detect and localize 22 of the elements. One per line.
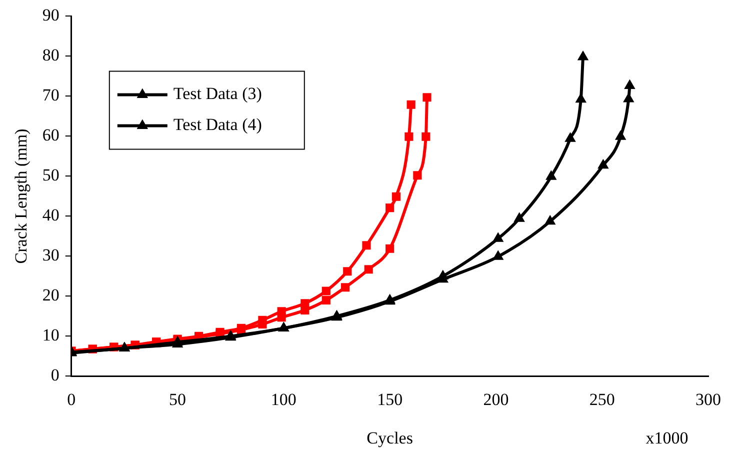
text: x1000 (646, 428, 688, 448)
y-tick-label: 10 (42, 326, 60, 345)
y-tick-label: 40 (42, 206, 60, 225)
legend-label: Test Data (3) (173, 84, 262, 104)
y-tick-label: 30 (42, 246, 60, 265)
x-tick-label: 300 (696, 390, 721, 409)
x-tick-label: 100 (270, 390, 296, 409)
x-tick-label: 250 (589, 390, 615, 409)
x-tick-label: 0 (67, 390, 76, 409)
legend-label: Test Data (4) (173, 115, 262, 134)
y-axis-title: Crack Length (mm) (12, 128, 31, 264)
x-tick-label: 50 (169, 390, 186, 409)
y-tick-label: 60 (42, 126, 60, 145)
y-tick-label: 50 (42, 166, 60, 185)
y-tick-label: 0 (50, 366, 60, 385)
y-tick-label: 80 (42, 46, 60, 65)
x-axis-title: Cycles (366, 428, 413, 448)
y-tick-label: 90 (42, 6, 60, 25)
x-tick-label: 200 (483, 390, 509, 409)
y-tick-label: 70 (42, 86, 60, 105)
x-tick-label: 150 (377, 390, 403, 409)
y-tick-label: 20 (42, 286, 60, 305)
